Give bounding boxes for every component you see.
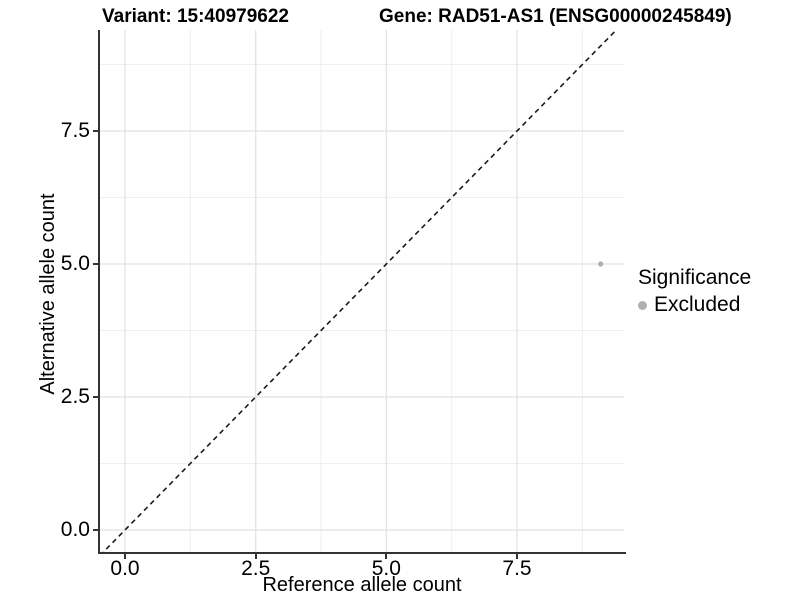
x-tick-label: 2.5	[241, 557, 271, 580]
y-axis-title: Alternative allele count	[37, 193, 59, 395]
y-tick-label: 5.0	[60, 252, 90, 275]
excluded-dot-icon	[638, 300, 647, 310]
legend-item-excluded: Excluded	[638, 293, 751, 317]
y-axis-line	[98, 30, 100, 554]
x-axis-title: Reference allele count	[262, 574, 462, 596]
y-tick-label: 2.5	[60, 385, 90, 408]
data-point	[598, 261, 604, 267]
y-tick-mark	[93, 529, 98, 531]
identity-dashed-line	[102, 30, 618, 552]
legend: Significance Excluded	[638, 266, 751, 317]
x-tick-mark	[124, 554, 126, 559]
y-tick-mark	[93, 263, 98, 265]
x-tick-mark	[385, 554, 388, 559]
gene-title: Gene: RAD51-AS1 (ENSG00000245849)	[379, 6, 732, 27]
plot-area-svg	[100, 30, 624, 552]
y-tick-mark	[93, 130, 98, 132]
variant-title: Variant: 15:40979622	[102, 6, 289, 27]
y-tick-label: 7.5	[60, 119, 90, 142]
x-tick-label: 5.0	[371, 557, 401, 580]
y-tick-mark	[93, 396, 98, 398]
x-tick-mark	[254, 554, 257, 559]
legend-item-label: Excluded	[654, 293, 741, 316]
plot-panel	[100, 30, 624, 552]
x-axis-line	[98, 552, 626, 554]
y-tick-label: 0.0	[60, 518, 90, 541]
x-tick-mark	[516, 554, 519, 559]
x-tick-label: 7.5	[502, 557, 532, 580]
x-tick-label: 0.0	[110, 557, 140, 580]
legend-title: Significance	[638, 266, 752, 289]
